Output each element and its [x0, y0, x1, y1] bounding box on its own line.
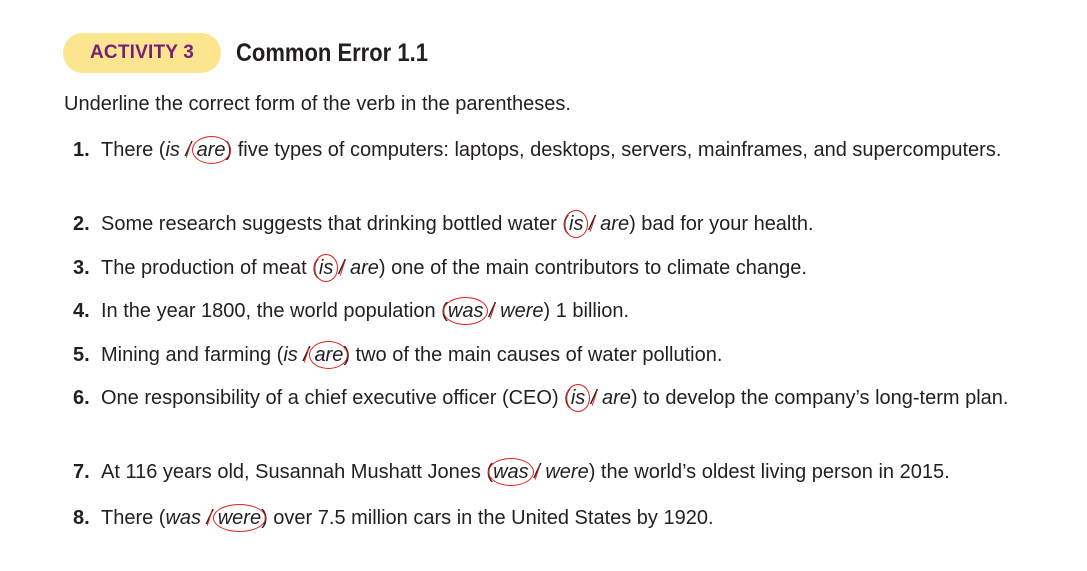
- exercise-item-2: 2. Some research suggests that drinking …: [73, 209, 1033, 239]
- instruction-text: Underline the correct form of the verb i…: [64, 93, 571, 115]
- verb-option-2[interactable]: are: [601, 387, 631, 409]
- verb-options: was / were: [488, 458, 589, 486]
- item-number: 1.: [73, 139, 90, 161]
- item-sentence: One responsibility of a chief executive …: [73, 383, 1033, 413]
- exercise-item-1: 1. There (is / are) five types of comput…: [73, 135, 1033, 165]
- sentence-start: There (: [101, 139, 166, 161]
- item-number: 2.: [73, 213, 90, 235]
- item-sentence: At 116 years old, Susannah Mushatt Jones…: [73, 457, 1033, 487]
- exercise-item-3: 3. The production of meat (is / are) one…: [73, 253, 1033, 283]
- verb-option-2[interactable]: are: [350, 257, 379, 279]
- sentence-end: ) to develop the company’s long-term pla…: [630, 387, 1009, 409]
- option-separator: /: [179, 139, 197, 161]
- verb-option-1[interactable]: was: [488, 457, 534, 487]
- sentence-start: There (: [101, 507, 166, 529]
- sentence-end: ) 1 billion.: [543, 300, 630, 322]
- verb-options: is / are: [313, 254, 379, 282]
- verb-option-2[interactable]: are: [309, 340, 349, 370]
- activity-title: Common Error 1.1: [236, 38, 428, 67]
- sentence-end: ) one of the main contributors to climat…: [378, 257, 807, 279]
- option-separator: /: [201, 507, 218, 529]
- verb-option-1[interactable]: is: [283, 344, 298, 366]
- sentence-start: The production of meat (: [101, 257, 319, 279]
- verb-option-2[interactable]: were: [545, 461, 589, 483]
- verb-option-1[interactable]: is: [313, 253, 339, 283]
- item-number: 8.: [73, 507, 90, 529]
- sentence-end: ) over 7.5 million cars in the United St…: [261, 507, 714, 529]
- item-number: 3.: [73, 257, 90, 279]
- item-sentence: Mining and farming (is / are) two of the…: [73, 340, 1033, 370]
- verb-options: is / are: [565, 384, 631, 412]
- option-separator: /: [297, 344, 315, 366]
- exercise-item-8: 8. There (was / were) over 7.5 million c…: [73, 503, 1033, 533]
- exercise-item-6: 6. One responsibility of a chief executi…: [73, 383, 1033, 413]
- option-separator: /: [333, 257, 351, 279]
- sentence-end: ) five types of computers: laptops, desk…: [225, 139, 1002, 161]
- exercise-item-5: 5. Mining and farming (is / are) two of …: [73, 340, 1033, 370]
- verb-option-1[interactable]: is: [165, 139, 180, 161]
- verb-option-1[interactable]: is: [565, 383, 591, 413]
- sentence-end: ) the world’s oldest living person in 20…: [588, 461, 950, 483]
- verb-option-2[interactable]: are: [191, 135, 231, 165]
- option-separator: /: [483, 300, 501, 322]
- verb-options: is / are: [283, 341, 349, 369]
- verb-option-1[interactable]: was: [442, 296, 489, 326]
- item-sentence: Some research suggests that drinking bot…: [73, 209, 1033, 239]
- sentence-start: Some research suggests that drinking bot…: [101, 213, 570, 235]
- option-separator: /: [583, 213, 601, 235]
- sentence-start: Mining and farming (: [101, 344, 284, 366]
- sentence-start: One responsibility of a chief executive …: [101, 387, 571, 409]
- verb-options: is / are: [563, 210, 630, 238]
- verb-options: was / were: [442, 297, 544, 325]
- verb-options: is / are: [165, 136, 231, 164]
- verb-options: was / were: [165, 504, 267, 532]
- item-number: 4.: [73, 300, 90, 322]
- sentence-start: At 116 years old, Susannah Mushatt Jones…: [101, 461, 494, 483]
- item-sentence: In the year 1800, the world population (…: [73, 296, 1033, 326]
- exercise-item-4: 4. In the year 1800, the world populatio…: [73, 296, 1033, 326]
- item-number: 5.: [73, 344, 90, 366]
- sentence-start: In the year 1800, the world population (: [101, 300, 448, 322]
- option-separator: /: [528, 461, 546, 483]
- item-sentence: The production of meat (is / are) one of…: [73, 253, 1033, 283]
- item-sentence: There (is / are) five types of computers…: [73, 135, 1033, 165]
- option-separator: /: [585, 387, 602, 409]
- verb-option-2[interactable]: are: [600, 213, 630, 235]
- sentence-end: ) two of the main causes of water pollut…: [343, 344, 723, 366]
- activity-badge: ACTIVITY 3: [63, 33, 222, 73]
- item-number: 6.: [73, 387, 90, 409]
- sentence-end: ) bad for your health.: [629, 213, 814, 235]
- item-sentence: There (was / were) over 7.5 million cars…: [73, 503, 1033, 533]
- verb-option-2[interactable]: were: [212, 503, 267, 533]
- verb-option-2[interactable]: were: [500, 300, 544, 322]
- verb-option-1[interactable]: is: [563, 209, 590, 239]
- exercise-item-7: 7. At 116 years old, Susannah Mushatt Jo…: [73, 457, 1033, 487]
- verb-option-1[interactable]: was: [165, 507, 202, 529]
- item-number: 7.: [73, 461, 90, 483]
- activity-header: ACTIVITY 3 Common Error 1.1: [63, 33, 454, 73]
